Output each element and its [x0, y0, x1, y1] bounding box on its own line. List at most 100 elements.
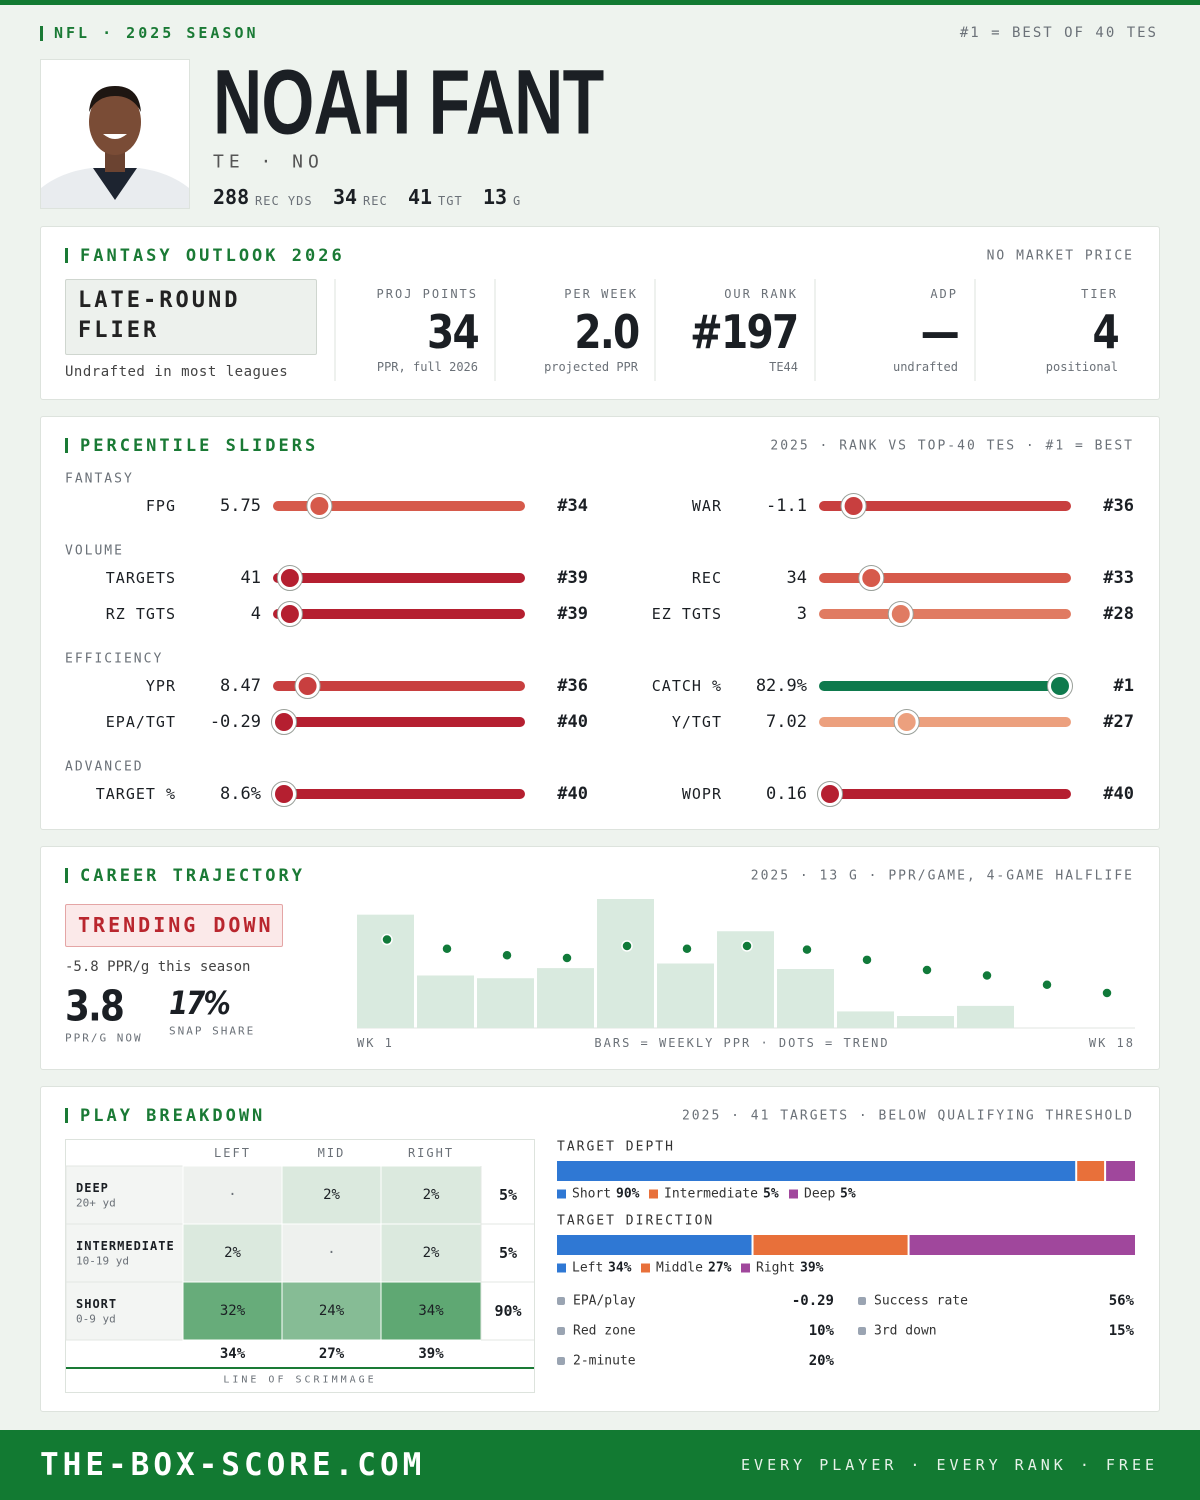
trend-dot: [981, 969, 993, 982]
footer-band: [0, 1430, 1200, 1500]
bar-segment: [1077, 1161, 1105, 1181]
section-note: 2025 · RANK VS TOP-40 TES · #1 = BEST: [770, 438, 1134, 454]
slider-knob: [298, 677, 317, 695]
stat-value: 34: [333, 185, 358, 209]
slider-rank: #1: [1113, 676, 1134, 696]
trend-dot: [441, 943, 453, 955]
legend-value: 39%: [800, 1260, 824, 1276]
metric-label: 2-minute: [573, 1353, 636, 1369]
slider-rank: #36: [557, 676, 588, 696]
stat-sub: projected PPR: [544, 360, 638, 374]
column-total: 39%: [418, 1346, 444, 1362]
slider-label: WOPR: [681, 785, 722, 803]
slider-label: Y/TGT: [671, 713, 722, 731]
metric-label: EPA/play: [573, 1293, 636, 1309]
slider-value: -1.1: [766, 496, 807, 516]
tag-box: [65, 279, 317, 355]
cell-label: 2%: [224, 1245, 241, 1261]
legend-swatch: [641, 1263, 650, 1273]
metric-bullet: [858, 1327, 866, 1335]
accent: [65, 868, 68, 883]
section-note: NO MARKET PRICE: [986, 248, 1134, 264]
slider-rank: #39: [557, 568, 588, 588]
table-caption: LINE OF SCRIMMAGE: [223, 1374, 377, 1386]
bar-segment: [753, 1235, 908, 1255]
stat-value: 13: [483, 185, 508, 209]
metric-label: Red zone: [573, 1323, 636, 1339]
slider-value: 82.9%: [755, 676, 807, 696]
stat-sub: positional: [1045, 360, 1118, 374]
badge-box: [65, 904, 283, 947]
accent: [65, 1108, 68, 1123]
bar: [777, 969, 834, 1028]
slider-track: [819, 681, 1071, 691]
row-sub: 10-19 yd: [76, 1254, 129, 1268]
legend-value: 27%: [708, 1260, 732, 1276]
slider-knob: [844, 497, 863, 515]
bar: [957, 1005, 1014, 1028]
row-label: SHORT: [76, 1297, 118, 1311]
row-total: 90%: [494, 1302, 522, 1320]
slider-label: REC: [691, 569, 722, 587]
slider-value: 34: [786, 568, 807, 588]
cell-label: 24%: [318, 1303, 345, 1319]
slider-value: 3: [796, 604, 807, 624]
stat-value: 41: [408, 185, 433, 209]
stat-label: PER WEEK: [564, 287, 638, 301]
bar: [897, 1016, 954, 1028]
metric-bullet: [557, 1327, 565, 1335]
cell-label: 2%: [422, 1245, 440, 1261]
tag-note: Undrafted in most leagues: [65, 364, 289, 380]
slider-track: [819, 609, 1071, 619]
x-tick-label: WK 18: [1088, 1036, 1135, 1050]
metric-label: Success rate: [874, 1293, 968, 1309]
trend-dot: [561, 952, 573, 964]
metric-value: 56%: [1108, 1293, 1134, 1309]
chart-caption: BARS = WEEKLY PPR · DOTS = TREND: [594, 1036, 890, 1050]
group-label: EFFICIENCY: [65, 651, 164, 667]
row-sub: 0-9 yd: [76, 1312, 116, 1326]
sliders-panel: [40, 416, 1160, 830]
legend-swatch: [649, 1189, 658, 1199]
trend-dot: [741, 940, 753, 952]
cell-label: 2%: [323, 1187, 340, 1203]
trend-dot: [681, 943, 693, 955]
trend-dot: [921, 964, 933, 976]
slider-label: EPA/TGT: [105, 713, 176, 731]
heat-cell: [281, 1165, 382, 1225]
slider-label: EZ TGTS: [651, 605, 722, 623]
cell-label: 2%: [422, 1187, 440, 1203]
cell-label: 32%: [219, 1303, 246, 1319]
slider-knob: [891, 605, 910, 623]
heat-cell: [380, 1165, 482, 1225]
cell-label: ·: [327, 1245, 336, 1261]
slider-knob: [897, 713, 916, 731]
section-note: 2025 · 13 G · PPR/GAME, 4-GAME HALFLIFE: [750, 868, 1134, 884]
row-label: INTERMEDIATE: [76, 1239, 175, 1253]
tag: LATE-ROUND FLIER: [78, 288, 241, 343]
slider-value: 41: [240, 568, 261, 588]
slider-label: TARGETS: [105, 569, 176, 587]
row-label: DEEP: [76, 1181, 109, 1195]
column-total: 27%: [318, 1346, 345, 1362]
metric-value: 10%: [808, 1323, 834, 1339]
league: NFL · 2025 SEASON: [54, 24, 259, 42]
slider-rank: #40: [557, 784, 588, 804]
slider-knob: [310, 497, 329, 515]
trend-dot: [861, 954, 873, 966]
legend-name: Deep: [804, 1186, 836, 1202]
bar-segment: [557, 1235, 752, 1255]
bar-segment: [1106, 1161, 1135, 1181]
top-bar: [0, 0, 1200, 5]
legend-swatch: [789, 1189, 798, 1199]
legend-swatch: [557, 1263, 566, 1273]
slider-knob: [1051, 677, 1069, 695]
stat-sub: PPR, full 2026: [376, 360, 478, 374]
stat-value: #197: [690, 305, 799, 359]
slider-value: 0.16: [766, 784, 807, 804]
slider-value: 4: [250, 604, 261, 624]
heat-cell: [182, 1281, 283, 1341]
x-tick-label: WK 1: [357, 1036, 394, 1050]
legend-name: Intermediate: [664, 1186, 758, 1202]
